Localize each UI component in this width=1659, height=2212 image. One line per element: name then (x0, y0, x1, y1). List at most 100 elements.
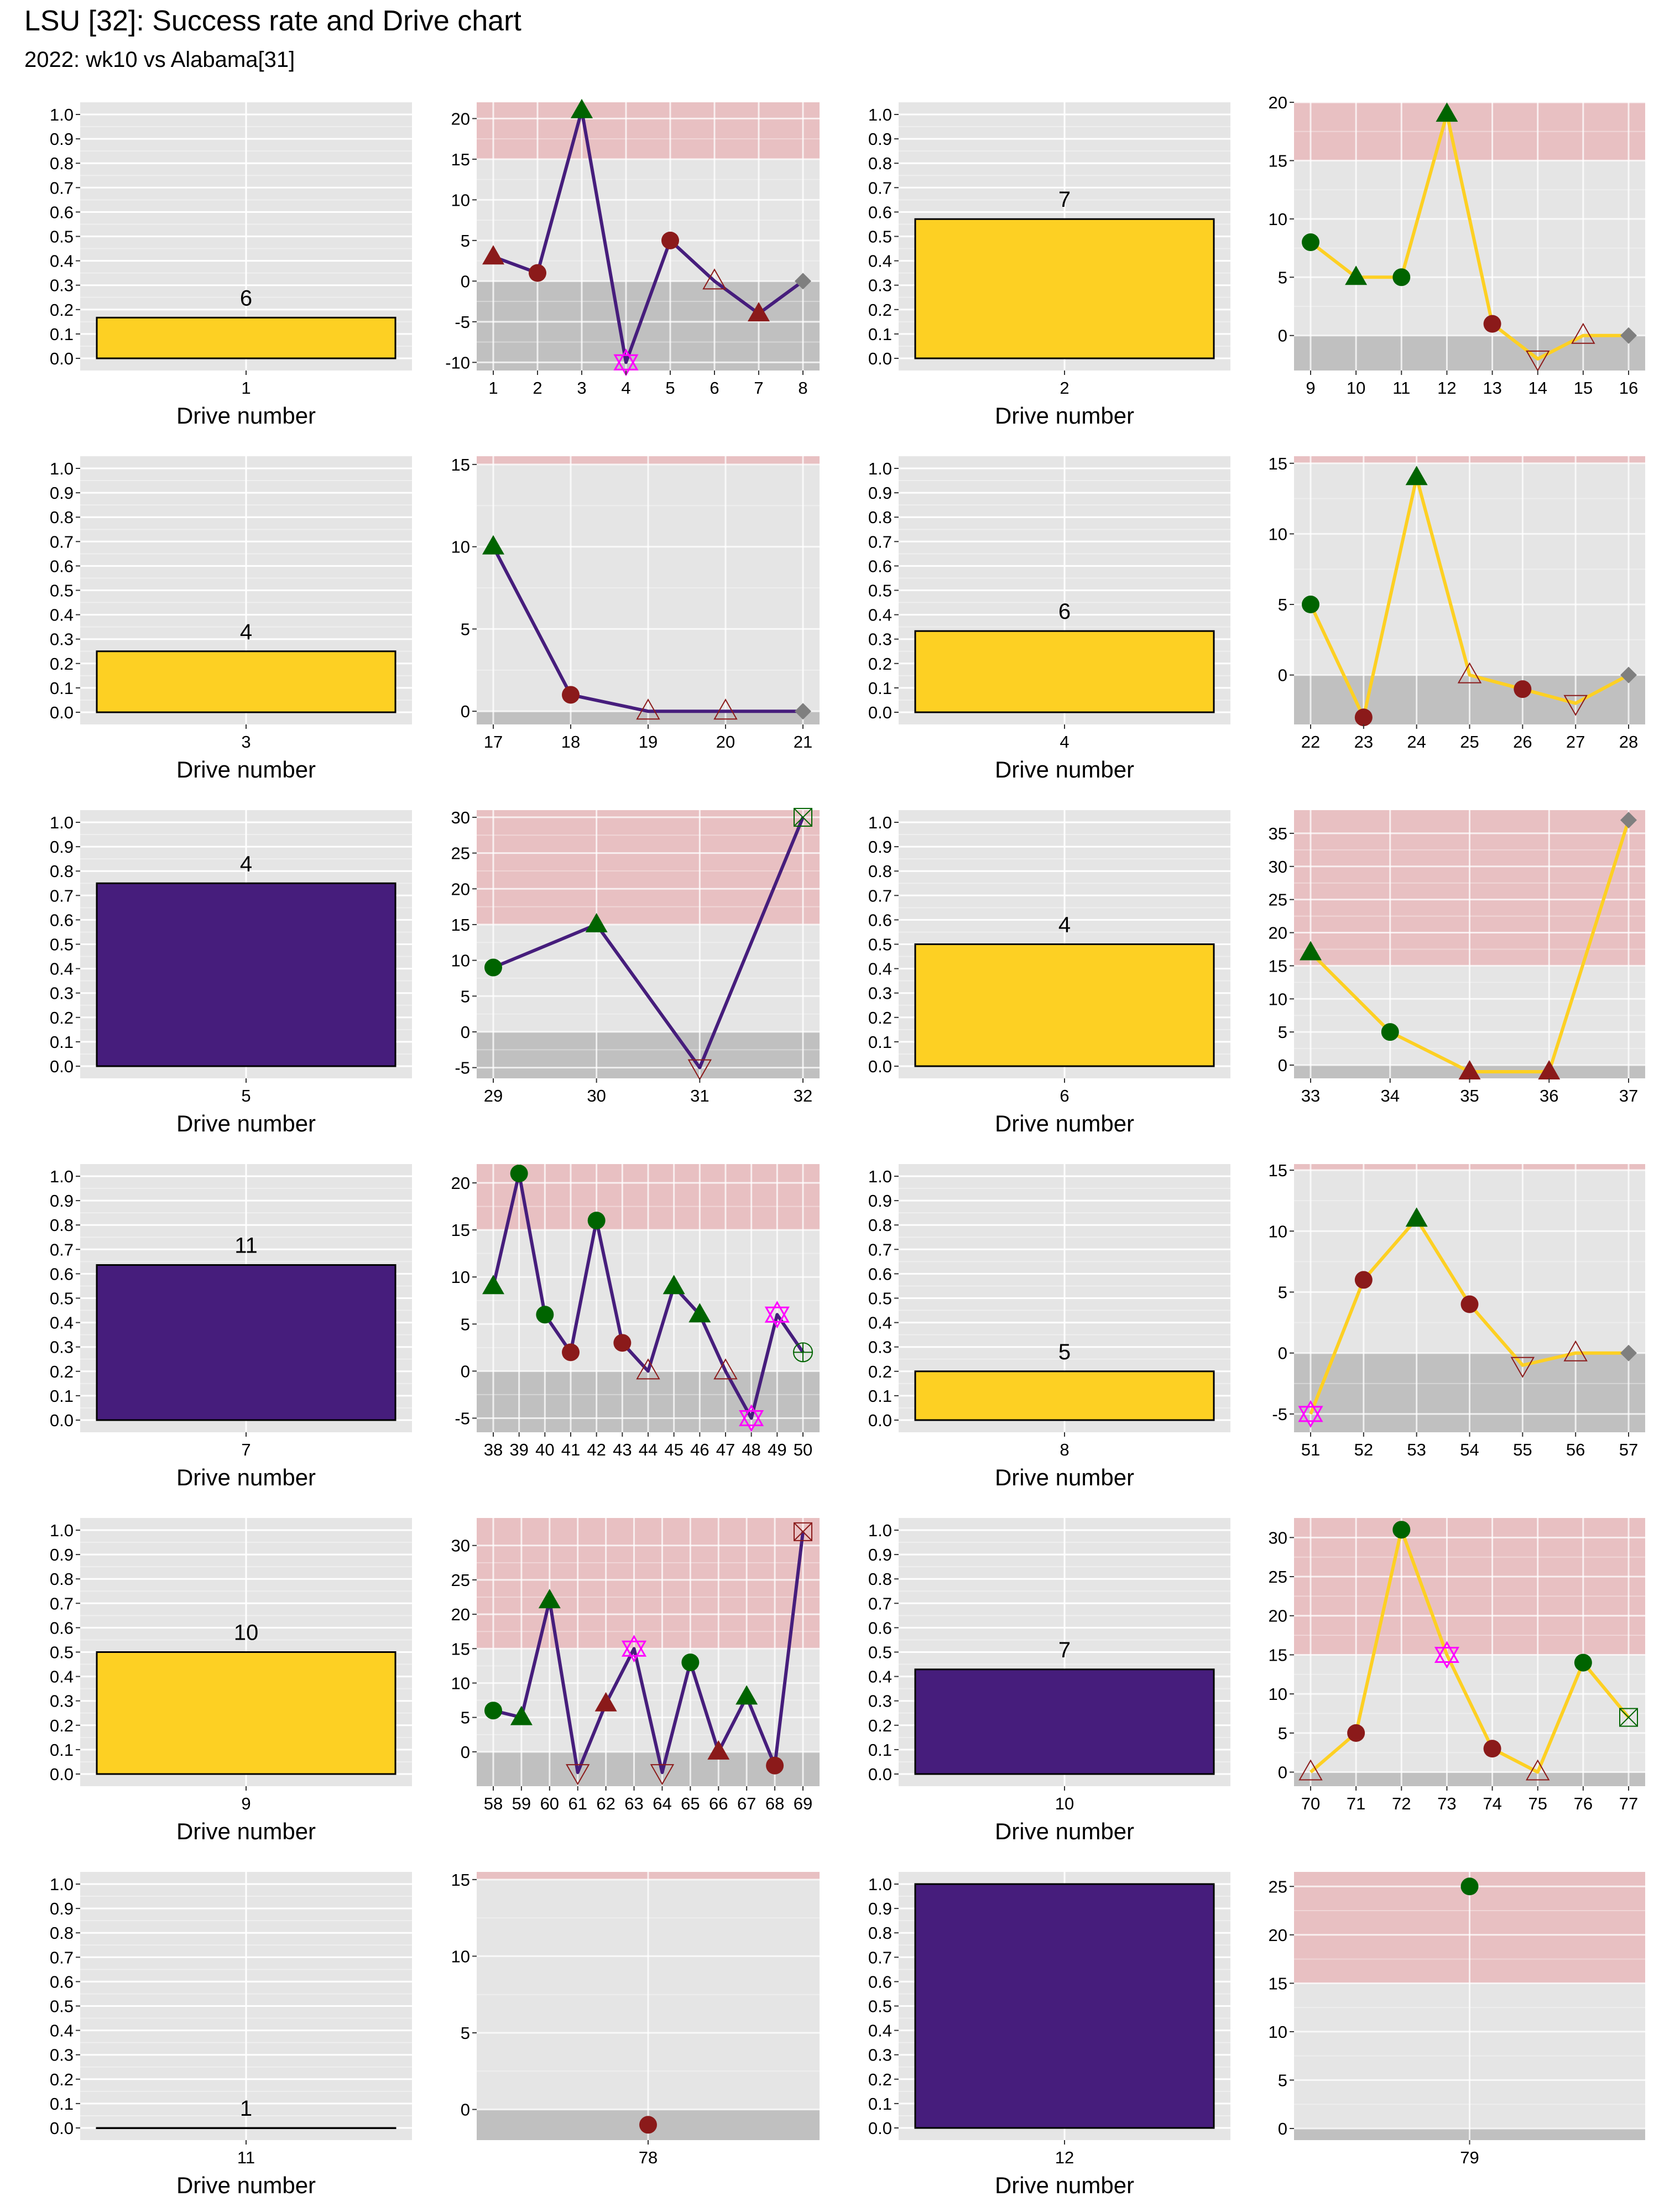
drive-chart-panel-11: 05101578 (451, 1870, 820, 2167)
y-tick-label: 0.5 (868, 1643, 892, 1662)
play-marker (681, 1653, 699, 1671)
y-tick-label: 0.8 (868, 154, 892, 173)
y-tick-label: 0.6 (868, 910, 892, 930)
y-tick-label: 30 (1269, 857, 1287, 877)
explosive-play-band (477, 810, 820, 925)
y-tick-label: 30 (451, 808, 470, 827)
x-axis-title: Drive number (995, 1110, 1134, 1136)
y-tick-label: 5 (461, 231, 470, 251)
x-tick-label: 53 (1407, 1440, 1426, 1459)
success-rate-panel-drive-12: 0.00.10.20.30.40.50.60.70.80.91.012Drive… (868, 1872, 1230, 2198)
x-tick-label: 23 (1354, 732, 1373, 752)
y-tick-label: 0.3 (868, 1338, 892, 1357)
y-tick-label: 0.8 (868, 862, 892, 881)
y-tick-label: 20 (1269, 93, 1287, 112)
y-tick-label: 1.0 (868, 1875, 892, 1894)
y-tick-label: 0.2 (868, 1008, 892, 1027)
success-rate-bar (915, 945, 1214, 1067)
y-tick-label: 0.4 (50, 959, 74, 979)
y-tick-label: 0.1 (50, 1032, 74, 1052)
x-tick-label: 56 (1566, 1440, 1585, 1459)
y-tick-label: 0.9 (868, 1899, 892, 1918)
x-tick-label: 41 (561, 1440, 580, 1459)
play-marker (1484, 1740, 1501, 1757)
x-tick-label: 54 (1460, 1440, 1479, 1459)
x-axis-title: Drive number (995, 757, 1134, 782)
y-tick-label: 15 (1269, 1974, 1287, 1993)
x-tick-label: 69 (794, 1794, 812, 1813)
plays-count-label: 7 (1058, 187, 1071, 212)
y-tick-label: 0.9 (868, 483, 892, 503)
success-rate-bar (915, 1884, 1214, 2128)
plays-count-label: 4 (1058, 913, 1071, 937)
x-tick-label: 38 (484, 1440, 503, 1459)
y-tick-label: 0.7 (868, 886, 892, 905)
y-tick-label: 0.0 (50, 2119, 74, 2138)
x-tick-label: 49 (768, 1440, 786, 1459)
x-tick-label: 9 (241, 1794, 251, 1813)
x-tick-label: 68 (765, 1794, 784, 1813)
y-tick-label: 1.0 (50, 1167, 74, 1186)
x-tick-label: 10 (1347, 378, 1365, 398)
y-tick-label: 0.3 (868, 984, 892, 1003)
plays-count-label: 10 (234, 1621, 259, 1645)
y-tick-label: 0.4 (868, 1313, 892, 1333)
success-rate-panel-drive-2: 0.0 0.1 0.2 0.3 0.4 0.5 0.6 0.7 0.8 0.9 1.0 7 2 Drive… (868, 102, 1230, 429)
y-tick-label: 5 (461, 1708, 470, 1728)
y-tick-label: 0.6 (868, 202, 892, 222)
y-tick-label: 0.9 (50, 483, 74, 503)
y-tick-label: 15 (1269, 956, 1287, 975)
y-tick-label: 10 (451, 1947, 470, 1966)
play-marker (766, 1757, 784, 1775)
y-tick-label: 1.0 (50, 459, 74, 478)
y-tick-label: 0.4 (50, 252, 74, 271)
y-tick-label: 1.0 (868, 105, 892, 124)
x-tick-label: 6 (1060, 1086, 1069, 1105)
x-tick-label: 72 (1392, 1794, 1411, 1813)
y-tick-label: 0.2 (868, 300, 892, 320)
y-tick-label: 10 (1269, 989, 1287, 1009)
x-tick-label: 11 (1392, 378, 1410, 398)
y-tick-label: 0.1 (50, 325, 74, 344)
x-tick-label: 4 (621, 378, 630, 398)
y-tick-label: 25 (451, 844, 470, 863)
y-tick-label: 0.0 (868, 703, 892, 722)
y-tick-label: 0.0 (868, 1411, 892, 1430)
x-tick-label: 32 (794, 1086, 812, 1105)
x-tick-label: 7 (754, 378, 763, 398)
y-tick-label: 0.3 (868, 1692, 892, 1711)
y-tick-label: 0.3 (50, 630, 74, 649)
y-tick-label: 0.3 (50, 1692, 74, 1711)
y-tick-label: 0.2 (50, 1362, 74, 1381)
play-marker (639, 2116, 657, 2133)
y-tick-label: 0.7 (50, 886, 74, 905)
y-tick-label: 0.3 (50, 276, 74, 295)
play-marker (613, 1334, 631, 1352)
play-marker (510, 1165, 528, 1182)
x-tick-label: 42 (587, 1440, 606, 1459)
x-tick-label: 57 (1619, 1440, 1638, 1459)
x-tick-label: 61 (568, 1794, 587, 1813)
y-tick-label: 0.0 (868, 1057, 892, 1076)
success-rate-bar (915, 1371, 1214, 1420)
x-tick-label: 22 (1301, 732, 1320, 752)
y-tick-label: 15 (1269, 454, 1287, 473)
y-tick-label: 0 (1278, 1763, 1287, 1782)
y-tick-label: 0 (461, 1361, 470, 1381)
y-tick-label: 0.7 (868, 1948, 892, 1967)
x-tick-label: 19 (639, 732, 658, 752)
y-tick-label: 10 (1269, 1684, 1287, 1704)
y-tick-label: 0.8 (50, 1569, 74, 1589)
y-tick-label: 0.4 (868, 252, 892, 271)
x-tick-label: 75 (1528, 1794, 1547, 1813)
y-tick-label: 1.0 (868, 1167, 892, 1186)
success-rate-bar (915, 631, 1214, 712)
y-tick-label: 0.8 (868, 508, 892, 527)
play-marker (1484, 315, 1501, 333)
x-tick-label: 63 (624, 1794, 643, 1813)
y-tick-label: -10 (445, 353, 470, 372)
x-axis-title: Drive number (176, 757, 316, 782)
x-tick-label: 30 (587, 1086, 606, 1105)
y-tick-label: 0.1 (50, 1740, 74, 1760)
x-tick-label: 40 (535, 1440, 554, 1459)
